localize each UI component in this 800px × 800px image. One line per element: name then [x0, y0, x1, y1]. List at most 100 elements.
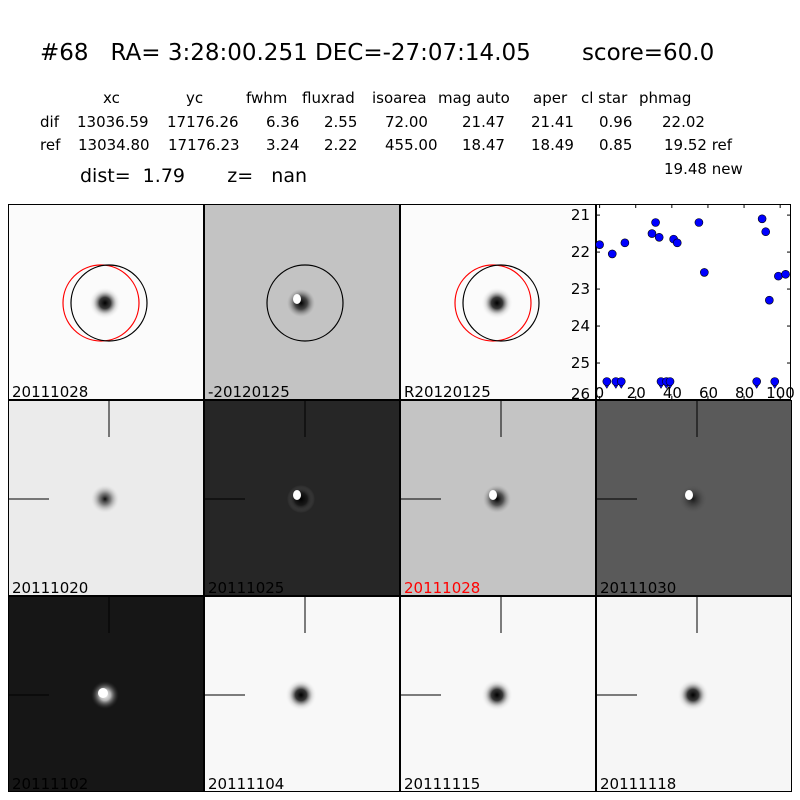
stamp-date-label: 20111115 — [404, 775, 481, 792]
dipole-positive — [685, 490, 693, 500]
stamp-date-label: 20111020 — [12, 579, 89, 596]
detection-point — [607, 249, 617, 259]
stamp-image — [9, 597, 119, 709]
dipole-positive — [293, 294, 301, 304]
y-tick-label: 21 — [571, 206, 590, 224]
star-source — [285, 679, 317, 711]
stamp-image — [205, 401, 315, 513]
image-stamp: 20111118 — [596, 596, 792, 792]
image-stamp: 20111020 — [8, 400, 204, 596]
stamp-date-label: 20111118 — [600, 775, 677, 792]
star-source — [287, 485, 315, 513]
ref-value: 18.47 — [462, 136, 505, 154]
detection-point — [765, 295, 774, 305]
upper-limit-point — [752, 377, 761, 386]
y-tick-label: 26 — [571, 385, 590, 403]
image-stamp: 20111104 — [204, 596, 400, 792]
star-source — [481, 287, 513, 319]
y-tick-label: 22 — [571, 243, 590, 261]
upper-limit-point — [602, 377, 612, 386]
column-header: phmag — [639, 89, 692, 107]
new-phmag-value: 19.48 new — [664, 160, 743, 178]
y-tick-label: 25 — [571, 354, 590, 372]
column-header: fluxrad — [302, 89, 355, 107]
detection-point — [672, 238, 682, 248]
stamp-image — [9, 401, 119, 513]
dif-value: 0.96 — [599, 113, 633, 131]
stamp-image — [597, 401, 707, 513]
column-header: isoarea — [372, 89, 427, 107]
ref-value: 18.49 — [531, 136, 574, 154]
image-stamp: 20111028 — [8, 204, 204, 400]
star-source — [481, 679, 513, 711]
column-header: cl star — [581, 89, 628, 107]
image-stamp: 20111115 — [400, 596, 596, 792]
stamp-image — [205, 597, 317, 711]
ref-row-label: ref — [40, 136, 61, 154]
x-tick-label: 100 — [766, 384, 795, 402]
star-source — [483, 485, 511, 513]
ref-value: 13034.80 — [78, 136, 150, 154]
star-source — [89, 287, 121, 319]
column-header: fwhm — [246, 89, 288, 107]
stamp-image — [597, 597, 709, 711]
detection-point — [781, 269, 790, 279]
x-tick-label: 0 — [594, 384, 605, 402]
detection-point — [700, 268, 709, 277]
image-stamp: 20111028 — [400, 400, 596, 596]
stamp-date-label: 20111102 — [12, 775, 89, 792]
star-source — [677, 679, 709, 711]
y-tick-label: 24 — [571, 317, 590, 335]
upper-limit-point — [616, 377, 626, 386]
star-source — [91, 485, 119, 513]
light-curve-plot: 21 22 23 24 25 26 0 20 40 60 80 100 — [571, 204, 796, 404]
stamp-date-label: 20111025 — [208, 579, 285, 596]
light-curve-svg: 21 22 23 24 25 26 — [571, 204, 791, 403]
red-aperture-circle — [454, 264, 532, 342]
stamp-image — [401, 597, 513, 711]
dipole-positive — [293, 490, 301, 500]
stamp-date-label: 20111104 — [208, 775, 285, 792]
ref-value: 3.24 — [266, 136, 300, 154]
plot-frame — [596, 204, 791, 400]
ref-value: 0.85 — [599, 136, 633, 154]
dipole-positive — [489, 490, 497, 500]
detection-point — [694, 218, 704, 227]
stamp-date-label: 20111030 — [600, 579, 677, 596]
y-tick-label: 23 — [571, 280, 590, 298]
star-source — [679, 485, 707, 513]
stamp-date-label: -20120125 — [208, 383, 290, 400]
column-header: aper — [533, 89, 568, 107]
image-stamp: R20120125 — [400, 204, 596, 400]
image-stamp: -20120125 — [204, 204, 400, 400]
star-source — [287, 289, 315, 317]
star-core — [98, 688, 108, 698]
dif-value: 72.00 — [385, 113, 428, 131]
column-header: yc — [186, 89, 204, 107]
ref-value: 2.22 — [324, 136, 358, 154]
x-tick-label: 80 — [735, 384, 755, 402]
x-tick-label: 20 — [626, 384, 646, 402]
detection-point — [595, 240, 604, 249]
dif-row-label: dif — [40, 113, 59, 131]
detection-point — [761, 227, 771, 237]
dif-value: 2.55 — [324, 113, 358, 131]
dif-value: 21.47 — [462, 113, 505, 131]
black-aperture-circle — [70, 264, 148, 342]
stamp-date-label: R20120125 — [404, 383, 491, 400]
dif-value: 17176.26 — [167, 113, 239, 131]
detection-point — [774, 271, 783, 281]
upper-limit-point — [665, 377, 675, 386]
stamp-image — [401, 401, 511, 513]
detection-point — [654, 232, 664, 242]
stamp-date-label: 20111028 — [12, 383, 89, 400]
detection-point — [647, 229, 657, 238]
dif-value: 13036.59 — [77, 113, 149, 131]
stamp-image — [62, 264, 148, 342]
dif-value: 6.36 — [266, 113, 300, 131]
column-header: mag auto — [438, 89, 510, 107]
image-stamp: 20111030 — [596, 400, 792, 596]
detection-point — [620, 238, 630, 248]
dif-value: 21.41 — [531, 113, 574, 131]
red-aperture-circle — [62, 264, 140, 342]
